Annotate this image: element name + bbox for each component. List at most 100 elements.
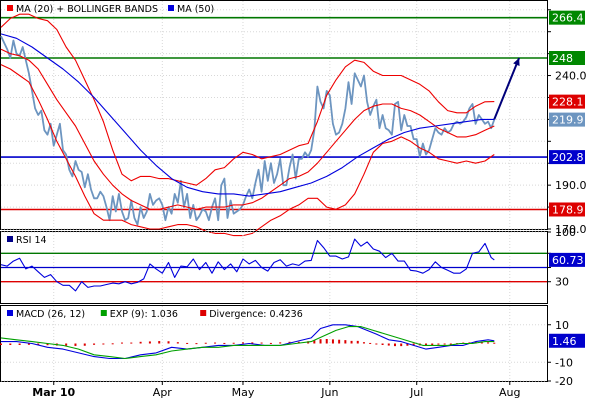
price-panel-frame <box>0 0 548 230</box>
rsi-legend-label-0: RSI 14 <box>16 235 47 246</box>
rsi-tags: 60.73 <box>549 252 585 267</box>
divergence-bar-27 <box>251 342 254 344</box>
x-tick-label-1: Apr <box>153 386 173 399</box>
divergence-bar-39 <box>344 340 347 344</box>
divergence-bar-2 <box>18 343 21 345</box>
divergence-bar-55 <box>443 343 446 345</box>
price-tag-bg-1 <box>549 51 585 65</box>
divergence-bar-52 <box>425 343 428 345</box>
bb_upper-line <box>0 13 495 186</box>
macd-legend-label-2: Divergence: 0.4236 <box>209 309 303 320</box>
divergence-bar-1 <box>9 343 12 345</box>
macd-legend-label-1: EXP (9): 1.036 <box>110 309 178 320</box>
divergence-bar-23 <box>214 342 217 344</box>
macd-ytick-label-2: 10 <box>555 319 569 332</box>
macd-axis-ticks: -20 -10 10 <box>547 319 573 388</box>
divergence-bar-18 <box>167 341 170 344</box>
divergence-bar-42 <box>362 342 365 344</box>
divergence-bar-3 <box>27 343 30 345</box>
divergence-bar-38 <box>338 339 341 344</box>
divergence-bar-20 <box>186 342 189 344</box>
price-legend-label-1: MA (50) <box>177 4 214 15</box>
price-axis-ticks: 170.0 190.0 240.0 <box>547 9 587 236</box>
divergence-bar-37 <box>331 339 334 344</box>
price-legend-swatch-0 <box>7 5 13 11</box>
divergence-bar-54 <box>437 343 440 345</box>
price-grid <box>1 1 547 230</box>
rsi-tag-label-0: 60.73 <box>552 254 584 267</box>
price-series <box>0 13 521 237</box>
divergence-bar-35 <box>319 339 322 344</box>
divergence-bar-40 <box>350 340 353 344</box>
macd-legend-swatch-1 <box>100 310 107 316</box>
rsi-axis-ticks: 30 100 <box>547 226 576 289</box>
ma50-line <box>0 33 495 197</box>
divergence-bar-62 <box>487 342 490 344</box>
rsi-level-lines <box>1 252 547 283</box>
rsi-ytick-label-3: 100 <box>555 226 576 239</box>
macd-legend: MACD (26, 12) EXP (9): 1.036 Divergence: 0… <box>7 309 303 320</box>
ma20-line <box>0 48 495 210</box>
divergence-bar-46 <box>387 343 390 346</box>
divergence-bar-41 <box>356 340 359 344</box>
x-tick-label-5: Aug <box>499 386 520 399</box>
divergence-bar-36 <box>325 339 328 344</box>
x-axis: Mar 10 Apr May Jun Jul Aug <box>32 381 521 399</box>
divergence-bar-24 <box>223 342 226 344</box>
macd-ytick-label-1: -10 <box>555 356 573 369</box>
price-ytick-label-7: 240.0 <box>555 70 587 83</box>
divergence-bar-0 <box>0 343 2 345</box>
divergence-bar-26 <box>241 342 244 344</box>
divergence-bar-45 <box>381 343 384 345</box>
divergence-bar-19 <box>176 342 179 344</box>
divergence-bar-44 <box>375 343 378 345</box>
forecast-arrowhead <box>513 58 520 66</box>
macd-panel: -20 -10 10 1.46 MACD (26, 12) EXP (9): 1.03… <box>0 305 585 388</box>
divergence-bar-61 <box>480 342 483 344</box>
macd-tag-label-0: 1.46 <box>552 335 577 348</box>
divergence-bar-16 <box>148 341 151 344</box>
macd-tags: 1.46 <box>549 333 585 348</box>
divergence-bar-56 <box>449 343 452 345</box>
divergence-bar-8 <box>74 343 77 346</box>
macd-series <box>0 324 495 360</box>
macd-divergence-histogram <box>0 339 496 347</box>
price-tag-label-1: 248 <box>552 52 573 65</box>
divergence-bar-13 <box>120 342 123 344</box>
x-tick-label-2: May <box>232 386 255 399</box>
price-line <box>0 35 496 226</box>
macd-legend-swatch-0 <box>7 310 13 316</box>
divergence-bar-7 <box>65 343 68 346</box>
price-tag-bg-4 <box>549 150 585 165</box>
macd-legend-swatch-2 <box>200 310 207 316</box>
price-tag-label-2: 228.1 <box>552 96 584 109</box>
price-legend-swatch-1 <box>168 5 174 11</box>
x-tick-label-3: Jun <box>320 386 338 399</box>
price-tags: 266.4 248 228.1 219.9 202.8 178.9 <box>549 10 585 217</box>
price-tag-label-3: 219.9 <box>552 114 584 127</box>
price-tag-bg-2 <box>549 94 585 109</box>
x-tick-label-0: Mar 10 <box>32 386 75 399</box>
divergence-bar-63 <box>493 342 496 344</box>
macd-legend-label-0: MACD (26, 12) <box>16 309 85 320</box>
divergence-bar-15 <box>139 341 142 344</box>
divergence-bar-9 <box>83 343 86 346</box>
price-tag-bg-0 <box>549 10 585 25</box>
divergence-bar-11 <box>102 343 105 345</box>
divergence-bar-22 <box>204 342 207 344</box>
divergence-bar-17 <box>158 341 161 344</box>
price-tag-label-4: 202.8 <box>552 151 584 164</box>
divergence-bar-50 <box>412 343 415 346</box>
rsi-tag-bg-0 <box>549 252 585 267</box>
price-legend-label-0: MA (20) + BOLLINGER BANDS <box>16 4 158 15</box>
price-ytick-label-2: 190.0 <box>555 179 587 192</box>
macd-grid <box>1 306 547 382</box>
divergence-bar-29 <box>269 342 272 344</box>
price-tag-label-5: 178.9 <box>552 203 584 216</box>
divergence-bar-49 <box>406 343 409 346</box>
divergence-bar-28 <box>260 342 263 344</box>
price-tag-bg-5 <box>549 202 585 217</box>
price-tag-label-0: 266.4 <box>552 12 584 25</box>
x-tick-label-4: Jul <box>409 386 423 399</box>
